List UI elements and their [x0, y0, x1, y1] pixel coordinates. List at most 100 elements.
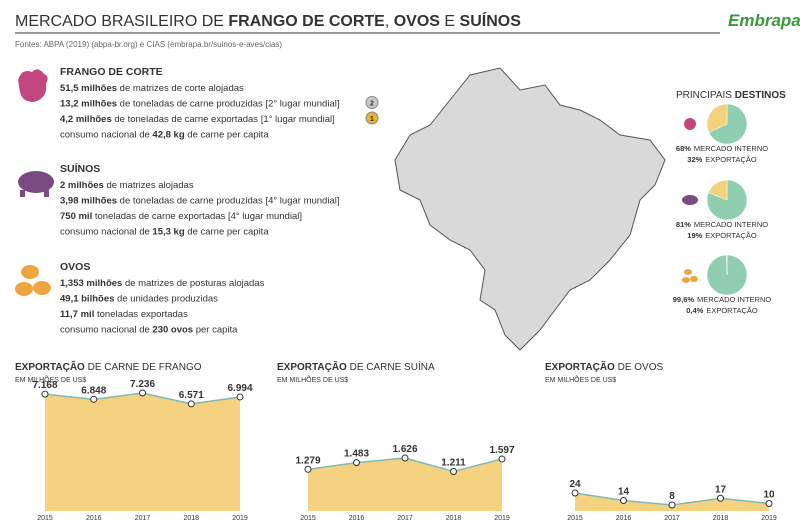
- pie-slice: [706, 179, 748, 221]
- section-title: SUÍNOS: [60, 162, 100, 175]
- text-segment: de carne per capita: [185, 130, 270, 141]
- subtitle: EM MILHÕES DE US$: [545, 375, 616, 384]
- x-tick-label: 2015: [300, 515, 316, 522]
- pie-label: 99,6% MERCADO INTERNO: [673, 295, 772, 304]
- category-label: EXPORTAÇÃO: [705, 155, 757, 164]
- logo: Embrapa: [728, 11, 800, 30]
- category-label: MERCADO INTERNO: [697, 295, 771, 304]
- pie-label: 0,4% EXPORTAÇÃO: [686, 306, 758, 315]
- point: [353, 459, 360, 467]
- text-segment: de carne per capita: [185, 227, 270, 238]
- text-segment: 230 ovos: [152, 325, 193, 336]
- x-tick-label: 2016: [86, 515, 102, 522]
- text-segment: consumo nacional de: [60, 227, 152, 238]
- text-segment: de unidades produzidas: [114, 294, 218, 305]
- rich-text: 13,2 milhões de toneladas de carne produ…: [60, 99, 339, 110]
- x-tick-label: 2015: [37, 515, 53, 522]
- text-segment: 49,1 bilhões: [60, 294, 114, 305]
- rich-text: 4,2 milhões de toneladas de carne export…: [60, 114, 335, 125]
- text-segment: de toneladas de carne produzidas [4° lug…: [117, 196, 339, 207]
- value-label: 7.236: [130, 379, 155, 390]
- text-segment: 2 milhões: [60, 180, 104, 191]
- rich-text: EXPORTAÇÃO DE CARNE DE FRANGO: [15, 360, 202, 373]
- text-segment: 13,2 milhões: [60, 99, 117, 110]
- pie-slice: [726, 254, 728, 276]
- x-tick-label: 2017: [664, 515, 680, 522]
- text-segment: 11,7 mil: [60, 309, 94, 320]
- x-tick-label: 2016: [616, 515, 632, 522]
- category-label: EXPORTAÇÃO: [706, 306, 758, 315]
- eggs-icon: [15, 265, 51, 296]
- point: [620, 497, 627, 504]
- value-label: 0,4%: [686, 306, 703, 315]
- pig-icon: [18, 171, 54, 197]
- point: [765, 500, 773, 507]
- text-segment: 750 mil: [60, 211, 92, 222]
- value-label: 1.211: [441, 458, 466, 469]
- area: [575, 493, 769, 511]
- value-label: 99,6%: [673, 295, 695, 304]
- value-label: 8: [669, 491, 675, 502]
- x-tick-label: 2015: [567, 515, 583, 522]
- text-segment: SUÍNOS: [460, 11, 522, 30]
- value-label: 32%: [687, 155, 702, 164]
- text-segment: E: [440, 13, 460, 30]
- text-segment: FRANGO DE CORTE: [228, 13, 385, 30]
- pie-label: 81% MERCADO INTERNO: [676, 220, 768, 229]
- value-label: 1.483: [344, 449, 369, 460]
- rich-text: 750 mil toneladas de carne exportadas [4…: [60, 211, 302, 222]
- subtitle: EM MILHÕES DE US$: [15, 375, 86, 384]
- point: [717, 494, 724, 502]
- rich-text: 3,98 milhões de toneladas de carne produ…: [60, 196, 339, 207]
- rooster-icon-small: [684, 118, 696, 130]
- pie-slice: [708, 179, 728, 201]
- value-label: 17: [715, 484, 727, 495]
- point: [41, 390, 49, 398]
- text-segment: MERCADO BRASILEIRO DE: [15, 13, 228, 30]
- text-segment: DESTINOS: [735, 90, 786, 101]
- rich-text: MERCADO BRASILEIRO DE FRANGO DE CORTE, O…: [15, 11, 521, 30]
- text-segment: 4,2 milhões: [60, 114, 112, 125]
- pie-label: 19% EXPORTAÇÃO: [687, 231, 757, 240]
- rich-text: 49,1 bilhões de unidades produzidas: [60, 294, 218, 305]
- point: [571, 489, 579, 497]
- pie-slice: [706, 103, 728, 133]
- value-label: 7.168: [32, 380, 57, 391]
- text-segment: EXPORTAÇÃO: [545, 360, 615, 373]
- text-segment: de toneladas de carne produzidas [2° lug…: [117, 99, 339, 110]
- section-title: FRANGO DE CORTE: [60, 66, 163, 78]
- medal-number: 1: [370, 116, 374, 123]
- text-segment: 15,3 kg: [152, 227, 184, 238]
- point: [187, 400, 195, 408]
- x-tick-label: 2018: [183, 515, 199, 522]
- rooster-icon: [18, 69, 48, 102]
- value-label: 14: [618, 487, 630, 498]
- value-label: 81%: [676, 220, 691, 229]
- x-tick-label: 2018: [446, 515, 462, 522]
- rich-text: PRINCIPAIS DESTINOS: [676, 90, 786, 101]
- text-segment: EXPORTAÇÃO: [277, 360, 347, 373]
- point: [498, 455, 506, 463]
- value-label: 1.279: [295, 455, 320, 466]
- text-segment: consumo nacional de: [60, 325, 152, 336]
- value-label: 6.848: [81, 385, 106, 396]
- text-segment: toneladas exportadas: [94, 309, 188, 320]
- value-label: 6.994: [227, 383, 252, 394]
- text-segment: 42,8 kg: [152, 130, 184, 141]
- text-segment: consumo nacional de: [60, 130, 152, 141]
- category-label: MERCADO INTERNO: [694, 220, 768, 229]
- area: [45, 393, 240, 511]
- text-segment: EXPORTAÇÃO: [15, 360, 85, 373]
- pie-label: 68% MERCADO INTERNO: [676, 144, 768, 153]
- eggs-icon-small: [682, 269, 698, 283]
- text-segment: de matrizes de posturas alojadas: [122, 278, 264, 289]
- medal-number: 2: [370, 101, 374, 108]
- x-tick-label: 2016: [349, 515, 365, 522]
- point: [450, 468, 457, 476]
- value-label: 1.597: [489, 445, 514, 456]
- x-tick-label: 2017: [135, 515, 151, 522]
- text-segment: per capita: [193, 325, 238, 336]
- section-title: OVOS: [60, 261, 90, 273]
- text-segment: DE OVOS: [615, 362, 664, 373]
- category-label: MERCADO INTERNO: [694, 144, 768, 153]
